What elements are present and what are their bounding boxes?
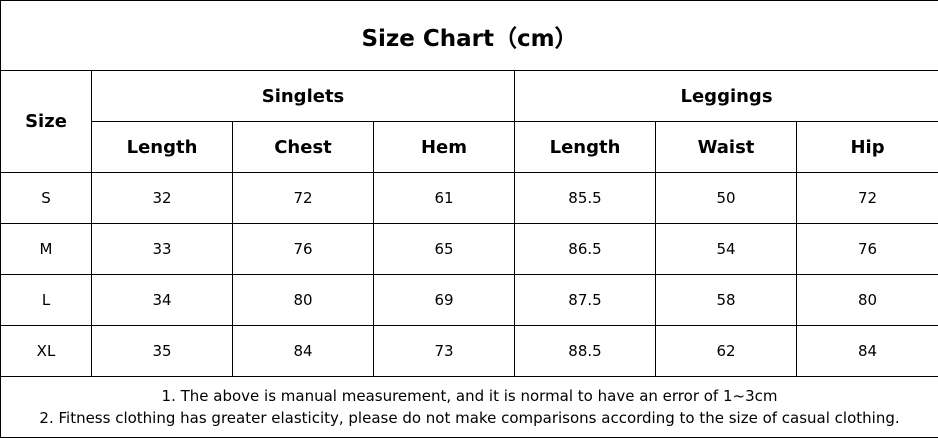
value-cell: 72 bbox=[797, 173, 938, 224]
value-cell: 65 bbox=[374, 224, 515, 275]
value-cell: 73 bbox=[374, 326, 515, 377]
value-cell: 76 bbox=[797, 224, 938, 275]
size-cell: L bbox=[1, 275, 92, 326]
value-cell: 54 bbox=[656, 224, 797, 275]
column-header: Chest bbox=[233, 122, 374, 173]
size-cell: XL bbox=[1, 326, 92, 377]
value-cell: 35 bbox=[92, 326, 233, 377]
value-cell: 32 bbox=[92, 173, 233, 224]
column-header: Length bbox=[515, 122, 656, 173]
size-cell: M bbox=[1, 224, 92, 275]
value-cell: 86.5 bbox=[515, 224, 656, 275]
value-cell: 72 bbox=[233, 173, 374, 224]
value-cell: 88.5 bbox=[515, 326, 656, 377]
column-header: Hip bbox=[797, 122, 938, 173]
note: 2. Fitness clothing has greater elastici… bbox=[1, 407, 938, 429]
notes-cell: 1. The above is manual measurement, and … bbox=[1, 377, 938, 438]
value-cell: 62 bbox=[656, 326, 797, 377]
table-title: Size Chart（cm） bbox=[1, 1, 938, 71]
value-cell: 61 bbox=[374, 173, 515, 224]
value-cell: 80 bbox=[797, 275, 938, 326]
column-header: Length bbox=[92, 122, 233, 173]
group-header: Leggings bbox=[515, 71, 938, 122]
column-header: Waist bbox=[656, 122, 797, 173]
value-cell: 84 bbox=[797, 326, 938, 377]
group-header: Singlets bbox=[92, 71, 515, 122]
title-row: Size Chart（cm） bbox=[1, 1, 938, 71]
value-cell: 33 bbox=[92, 224, 233, 275]
value-cell: 50 bbox=[656, 173, 797, 224]
value-cell: 84 bbox=[233, 326, 374, 377]
size-cell: S bbox=[1, 173, 92, 224]
note: 1. The above is manual measurement, and … bbox=[1, 385, 938, 407]
value-cell: 69 bbox=[374, 275, 515, 326]
value-cell: 87.5 bbox=[515, 275, 656, 326]
value-cell: 34 bbox=[92, 275, 233, 326]
value-cell: 76 bbox=[233, 224, 374, 275]
size-header: Size bbox=[1, 71, 92, 173]
value-cell: 85.5 bbox=[515, 173, 656, 224]
column-header: Hem bbox=[374, 122, 515, 173]
value-cell: 58 bbox=[656, 275, 797, 326]
value-cell: 80 bbox=[233, 275, 374, 326]
notes-row: 1. The above is manual measurement, and … bbox=[1, 377, 938, 438]
